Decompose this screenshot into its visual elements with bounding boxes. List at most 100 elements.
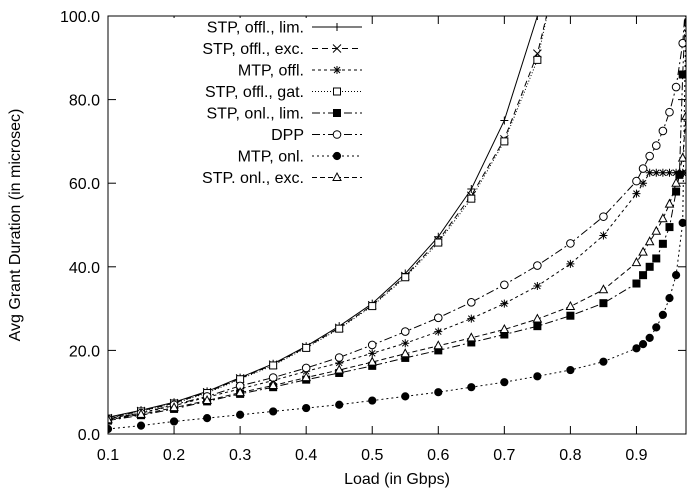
x-tick-label: 0.6 xyxy=(427,447,449,464)
y-tick-label: 80.0 xyxy=(69,93,100,110)
x-tick-label: 0.7 xyxy=(493,447,515,464)
data-point xyxy=(335,354,343,362)
data-point xyxy=(646,263,653,270)
data-point xyxy=(270,408,277,415)
data-point xyxy=(646,334,653,341)
x-tick-label: 0.2 xyxy=(163,447,185,464)
data-point xyxy=(533,282,541,290)
legend-label: MTP, onl. xyxy=(238,149,304,166)
data-point xyxy=(500,117,508,125)
x-tick-label: 0.5 xyxy=(361,447,383,464)
data-point xyxy=(640,272,647,279)
data-point xyxy=(369,303,376,310)
series-3 xyxy=(104,169,690,423)
data-point xyxy=(639,165,647,173)
y-axis-title: Avg Grant Duration (in microsec) xyxy=(7,109,24,342)
data-point xyxy=(666,224,673,231)
data-point xyxy=(534,262,542,270)
data-point xyxy=(401,339,409,347)
data-point xyxy=(368,349,376,357)
x-tick-label: 0.3 xyxy=(229,447,251,464)
data-point xyxy=(633,345,640,352)
data-point xyxy=(567,240,575,248)
y-tick-label: 60.0 xyxy=(69,176,100,193)
data-point xyxy=(368,341,376,349)
data-point xyxy=(336,325,343,332)
data-point xyxy=(534,56,541,63)
data-point xyxy=(203,415,210,422)
data-point xyxy=(501,379,508,386)
legend-label: STP. onl., exc. xyxy=(202,170,304,187)
data-point xyxy=(302,364,310,372)
legend-marker xyxy=(333,66,341,74)
series-line xyxy=(108,173,686,419)
legend: STP, offl., lim. STP, offl., exc. MTP, off… xyxy=(168,18,368,188)
data-point xyxy=(534,323,541,330)
data-point xyxy=(467,333,475,341)
y-tick-label: 40.0 xyxy=(69,260,100,277)
x-tick-label: 0.4 xyxy=(295,447,317,464)
legend-label: DPP xyxy=(271,127,304,144)
data-point xyxy=(659,311,666,318)
data-point xyxy=(468,299,476,307)
data-point xyxy=(567,366,574,373)
x-tick-label: 0.8 xyxy=(559,447,581,464)
data-point xyxy=(435,389,442,396)
data-point xyxy=(633,177,641,185)
data-point xyxy=(659,214,667,222)
data-point xyxy=(500,300,508,308)
data-point xyxy=(137,422,144,429)
data-point xyxy=(646,237,654,245)
y-tick-label: 20.0 xyxy=(69,343,100,360)
data-point xyxy=(434,314,442,322)
data-point xyxy=(369,397,376,404)
data-point xyxy=(659,127,667,135)
legend-label: STP, offl., lim. xyxy=(207,20,304,37)
x-tick-label: 0.9 xyxy=(625,447,647,464)
legend-label: STP, offl., exc. xyxy=(202,41,304,58)
data-point xyxy=(639,248,647,256)
y-tick-label: 100.0 xyxy=(60,9,100,26)
data-point xyxy=(652,142,660,150)
data-point xyxy=(435,239,442,246)
legend-marker xyxy=(333,131,341,139)
data-point xyxy=(665,200,673,208)
data-point xyxy=(633,280,640,287)
data-point xyxy=(599,285,607,293)
data-point xyxy=(501,138,508,145)
legend-marker xyxy=(334,88,341,95)
legend-label: STP, onl., lim. xyxy=(206,106,304,123)
data-point xyxy=(402,274,409,281)
data-point xyxy=(659,240,666,247)
data-point xyxy=(434,341,442,349)
data-point xyxy=(646,152,654,160)
data-point xyxy=(566,260,574,268)
data-point xyxy=(402,393,409,400)
data-point xyxy=(632,258,640,266)
legend-label: STP, offl., gat. xyxy=(205,84,304,101)
data-point xyxy=(467,315,475,323)
data-point xyxy=(567,312,574,319)
data-point xyxy=(632,190,640,198)
data-point xyxy=(653,324,660,331)
data-point xyxy=(303,344,310,351)
data-point xyxy=(534,373,541,380)
data-point xyxy=(652,227,660,235)
data-point xyxy=(237,411,244,418)
legend-label: MTP, offl. xyxy=(238,63,304,80)
data-point xyxy=(501,281,509,289)
x-axis-title: Load (in Gbps) xyxy=(344,471,450,488)
x-tick-label: 0.1 xyxy=(97,447,119,464)
data-point xyxy=(672,83,680,91)
data-point xyxy=(270,362,277,369)
data-point xyxy=(468,195,475,202)
data-point xyxy=(468,384,475,391)
data-point xyxy=(600,358,607,365)
data-point xyxy=(434,328,442,336)
data-point xyxy=(666,295,673,302)
data-point xyxy=(336,401,343,408)
data-point xyxy=(679,219,686,226)
data-point xyxy=(600,300,607,307)
